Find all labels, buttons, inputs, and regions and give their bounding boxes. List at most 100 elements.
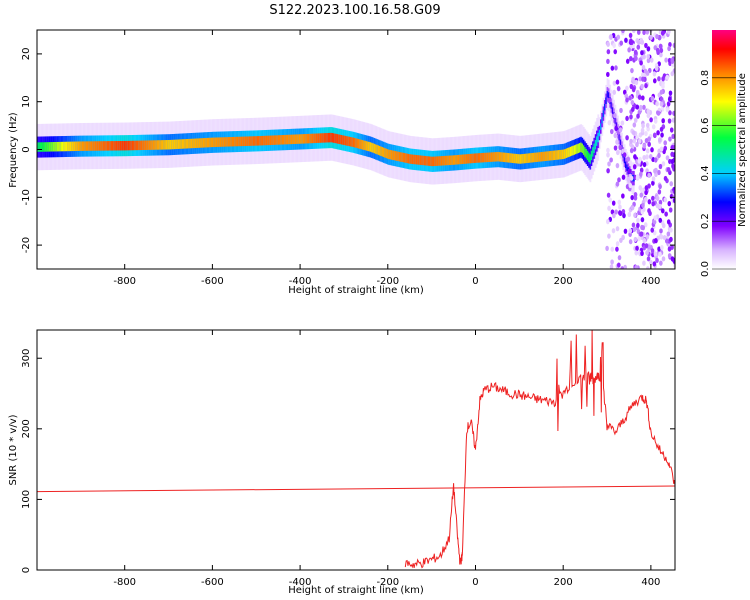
- heatmap-cell: [286, 134, 289, 145]
- heatmap-cell: [609, 157, 613, 163]
- heatmap-cell: [111, 141, 114, 151]
- spectrogram-x-tick-label: 0: [472, 276, 478, 287]
- heatmap-cell: [502, 152, 505, 162]
- heatmap-cell: [480, 153, 483, 163]
- heatmap-cell: [176, 139, 179, 150]
- heatmap-cell: [348, 136, 351, 147]
- heatmap-cell: [223, 137, 226, 147]
- heatmap-cell: [625, 115, 629, 122]
- heatmap-cell: [627, 168, 632, 174]
- heatmap-cell: [651, 195, 655, 201]
- heatmap-cell: [658, 217, 663, 223]
- heatmap-cell: [289, 134, 292, 145]
- spectrogram-x-tick-label: -600: [201, 276, 224, 287]
- heatmap-cell: [51, 142, 54, 152]
- spectrogram-x-tick-label: 400: [641, 276, 660, 287]
- heatmap-cell: [160, 140, 163, 150]
- heatmap-cell: [643, 68, 648, 74]
- heatmap-cell: [313, 133, 316, 144]
- heatmap-cell: [667, 45, 671, 52]
- heatmap-cell: [332, 133, 335, 143]
- heatmap-cell: [330, 132, 333, 143]
- heatmap-cell: [618, 210, 623, 216]
- heatmap-cell: [152, 140, 155, 150]
- heatmap-cell: [663, 140, 667, 146]
- heatmap-cell: [668, 90, 673, 96]
- heatmap-cell: [667, 96, 672, 102]
- heatmap-cell: [609, 264, 614, 269]
- heatmap-cell: [125, 140, 127, 151]
- heatmap-cell: [625, 85, 629, 91]
- heatmap-cell: [501, 152, 504, 162]
- heatmap-cell: [357, 139, 360, 149]
- heatmap-cell: [622, 152, 627, 158]
- heatmap-cell: [672, 110, 675, 116]
- heatmap-cell: [311, 133, 314, 144]
- heatmap-cell: [552, 150, 555, 161]
- heatmap-cell: [267, 135, 270, 146]
- colorbar-gradient: [712, 30, 736, 269]
- heatmap-cell: [659, 52, 663, 58]
- heatmap-cell: [268, 135, 271, 146]
- heatmap-cell: [634, 250, 639, 256]
- heatmap-cell: [444, 155, 447, 166]
- snr-panel: -800 -600 -400 -200 0 200 400 0 100 200 300 Height…: [8, 329, 676, 596]
- heatmap-cell: [575, 144, 577, 155]
- heatmap-cell: [659, 47, 664, 54]
- heatmap-cell: [438, 156, 441, 166]
- heatmap-cell: [661, 83, 665, 90]
- heatmap-cell: [331, 133, 334, 143]
- heatmap-cell: [352, 137, 355, 148]
- heatmap-cell: [427, 156, 430, 166]
- heatmap-cell: [481, 152, 484, 163]
- heatmap-cell: [205, 137, 208, 148]
- heatmap-cell: [610, 259, 614, 265]
- heatmap-cell: [646, 266, 650, 269]
- heatmap-cell: [490, 152, 493, 162]
- heatmap-cell: [214, 137, 217, 147]
- heatmap-cell: [275, 135, 277, 145]
- heatmap-cell: [426, 156, 429, 166]
- heatmap-cell: [478, 153, 481, 163]
- heatmap-cell: [659, 146, 664, 152]
- heatmap-cell: [639, 60, 643, 66]
- heatmap-cell: [98, 141, 101, 151]
- heatmap-cell: [415, 154, 418, 165]
- colorbar-ticks: 0.0 0.2 0.4 0.6 0.8: [700, 70, 736, 277]
- heatmap-cell: [379, 145, 381, 156]
- heatmap-cell: [644, 83, 648, 89]
- heatmap-cell: [631, 130, 636, 136]
- heatmap-cell: [296, 134, 298, 144]
- heatmap-cell: [633, 236, 638, 243]
- heatmap-cell: [69, 141, 72, 152]
- heatmap-cell: [661, 161, 666, 167]
- heatmap-cell: [606, 147, 610, 153]
- heatmap-cell: [213, 137, 216, 148]
- heatmap-cell: [669, 227, 673, 233]
- heatmap-cell: [606, 49, 611, 55]
- heatmap-cell: [660, 132, 664, 138]
- heatmap-cell: [616, 262, 621, 268]
- heatmap-cell: [647, 172, 651, 179]
- heatmap-cell: [247, 136, 250, 146]
- heatmap-cell: [659, 126, 664, 132]
- heatmap-cell: [325, 133, 327, 143]
- heatmap-cell: [136, 140, 139, 151]
- heatmap-cell: [607, 233, 611, 239]
- heatmap-cell: [652, 78, 657, 84]
- heatmap-cell: [210, 137, 213, 148]
- heatmap-cell: [414, 154, 417, 165]
- heatmap-cell: [598, 129, 601, 137]
- heatmap-cell: [92, 141, 95, 151]
- heatmap-cell: [373, 143, 376, 154]
- heatmap-cell: [154, 140, 156, 150]
- heatmap-cell: [273, 135, 276, 145]
- heatmap-cell: [81, 141, 84, 151]
- heatmap-cell: [421, 155, 423, 166]
- heatmap-cell: [607, 205, 611, 211]
- heatmap-cell: [429, 156, 431, 166]
- heatmap-cell: [90, 141, 93, 151]
- heatmap-cell: [655, 101, 659, 107]
- heatmap-cell: [610, 65, 615, 71]
- heatmap-cell: [642, 237, 647, 244]
